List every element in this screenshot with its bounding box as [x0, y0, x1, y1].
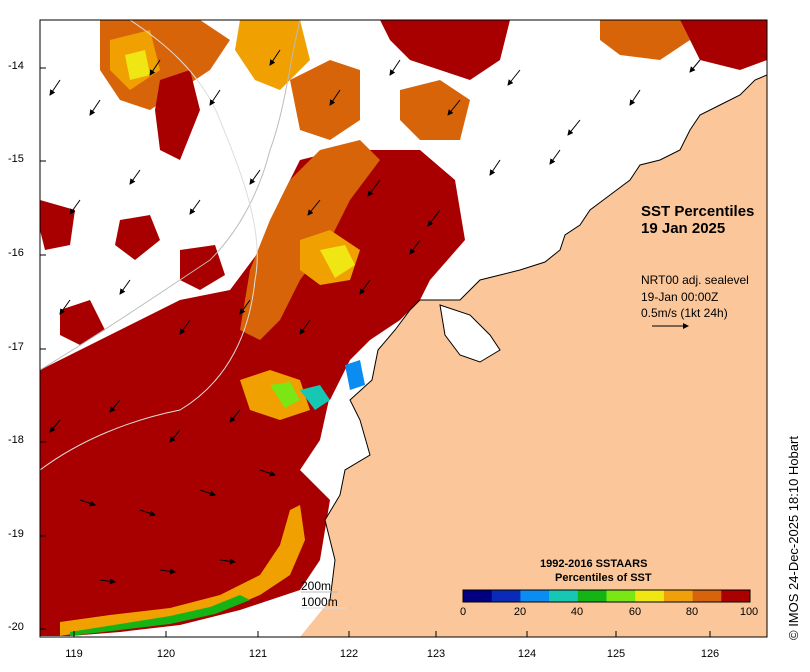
colorbar-swatch — [692, 590, 722, 602]
x-tick-label: 125 — [606, 648, 626, 660]
colorbar-title-2: Percentiles of SST — [555, 572, 652, 584]
x-tick-label: 123 — [426, 648, 446, 660]
imos-credit: © IMOS 24-Dec-2025 18:10 Hobart — [786, 436, 801, 640]
current-time-label: 19-Jan 00:00Z — [641, 290, 719, 304]
colorbar-tick: 0 — [459, 606, 467, 618]
colorbar-title-1: 1992-2016 SSTAARS — [540, 558, 648, 570]
current-source-label: NRT00 adj. sealevel — [641, 273, 749, 287]
y-tick-label: -18 — [8, 434, 24, 446]
colorbar-tick: 100 — [739, 606, 759, 618]
land-mass — [300, 20, 767, 637]
colorbar-swatch — [606, 590, 636, 602]
colorbar-tick: 60 — [628, 606, 642, 618]
sst-field — [40, 20, 767, 636]
axis-ticks — [40, 67, 711, 637]
y-tick-label: -19 — [8, 528, 24, 540]
colorbar-swatch — [635, 590, 665, 602]
x-tick-label: 120 — [156, 648, 176, 660]
map-frame — [39, 19, 768, 638]
current-vectors — [49, 49, 701, 585]
colorbar-swatch — [663, 590, 694, 602]
colorbar-tick: 80 — [685, 606, 699, 618]
colorbar-swatch — [520, 590, 550, 602]
map-date: 19 Jan 2025 — [641, 220, 726, 237]
colorbar-tick: 40 — [570, 606, 584, 618]
y-tick-label: -15 — [8, 153, 24, 165]
y-tick-label: -17 — [8, 341, 24, 353]
y-tick-label: -16 — [8, 247, 24, 259]
y-tick-label: -20 — [8, 621, 24, 633]
colorbar-frame — [462, 589, 751, 603]
x-tick-label: 119 — [65, 648, 83, 660]
x-tick-label: 124 — [517, 648, 537, 660]
colorbar-tick: 20 — [513, 606, 527, 618]
x-tick-label: 122 — [339, 648, 359, 660]
colorbar-swatch — [577, 590, 607, 602]
x-tick-label: 121 — [248, 648, 268, 660]
isobath-200-label: 200m — [301, 579, 332, 593]
colorbar-swatch — [549, 590, 579, 602]
x-tick-label: 126 — [700, 648, 720, 660]
map-title: SST Percentiles — [641, 203, 755, 220]
colorbar-swatch — [721, 590, 751, 602]
colorbar-swatch — [491, 590, 521, 602]
current-scale-label: 0.5m/s (1kt 24h) — [641, 306, 728, 320]
isobath-1000-label: 1000m — [301, 595, 338, 609]
colorbar-swatch — [463, 590, 493, 602]
colorbar — [463, 590, 751, 602]
y-tick-label: -14 — [8, 60, 24, 72]
